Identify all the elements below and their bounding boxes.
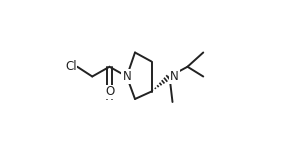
Text: N: N bbox=[170, 70, 179, 83]
Text: Cl: Cl bbox=[65, 60, 77, 73]
Text: O: O bbox=[105, 85, 114, 98]
Text: N: N bbox=[122, 70, 131, 83]
